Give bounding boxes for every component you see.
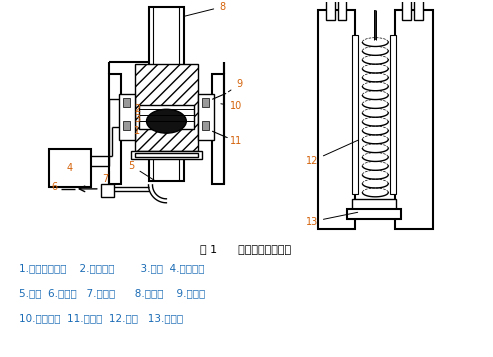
- Text: 11: 11: [226, 136, 243, 146]
- Bar: [198, 94, 214, 140]
- Bar: [414, 0, 423, 20]
- Text: 3: 3: [135, 114, 141, 124]
- Bar: [352, 199, 396, 211]
- Bar: [352, 35, 358, 194]
- Bar: [49, 149, 91, 187]
- Bar: [402, 0, 411, 20]
- Bar: [109, 75, 121, 184]
- Text: 7: 7: [103, 174, 109, 184]
- Bar: [139, 105, 194, 129]
- Bar: [119, 94, 135, 140]
- Text: 5: 5: [129, 161, 156, 181]
- Text: 10.金属熔滴  11.进水管  12.焊缝   13.起弧槽: 10.金属熔滴 11.进水管 12.焊缝 13.起弧槽: [19, 313, 183, 323]
- Bar: [131, 151, 202, 159]
- Bar: [202, 121, 209, 130]
- Bar: [148, 7, 184, 181]
- Bar: [202, 98, 209, 107]
- Bar: [395, 10, 433, 229]
- Bar: [325, 0, 335, 20]
- Text: 2: 2: [134, 104, 141, 114]
- Bar: [123, 98, 130, 107]
- Text: 6: 6: [52, 182, 58, 192]
- Bar: [212, 75, 224, 184]
- Bar: [390, 35, 396, 194]
- Bar: [101, 184, 114, 197]
- Ellipse shape: [146, 109, 186, 133]
- Bar: [348, 209, 401, 219]
- Text: 12: 12: [306, 140, 358, 166]
- Bar: [135, 153, 198, 157]
- Bar: [123, 121, 130, 130]
- Text: 8: 8: [185, 2, 225, 16]
- Text: 13: 13: [306, 212, 358, 227]
- Bar: [338, 0, 347, 20]
- Text: 图 1      电渣焊过程示意图: 图 1 电渣焊过程示意图: [201, 243, 291, 253]
- Text: 9: 9: [228, 79, 242, 92]
- Text: 1.水冷成形滑装    2.金属熔池        3.渣池  4.焊接电源: 1.水冷成形滑装 2.金属熔池 3.渣池 4.焊接电源: [19, 263, 205, 273]
- Text: 10: 10: [221, 101, 243, 111]
- Bar: [135, 64, 198, 151]
- Text: 4: 4: [67, 163, 73, 173]
- Bar: [317, 10, 355, 229]
- Text: 1: 1: [135, 126, 141, 136]
- Text: 5.焊丝  6.送丝轮   7.导电杆      8.引出板    9.出水管: 5.焊丝 6.送丝轮 7.导电杆 8.引出板 9.出水管: [19, 288, 206, 298]
